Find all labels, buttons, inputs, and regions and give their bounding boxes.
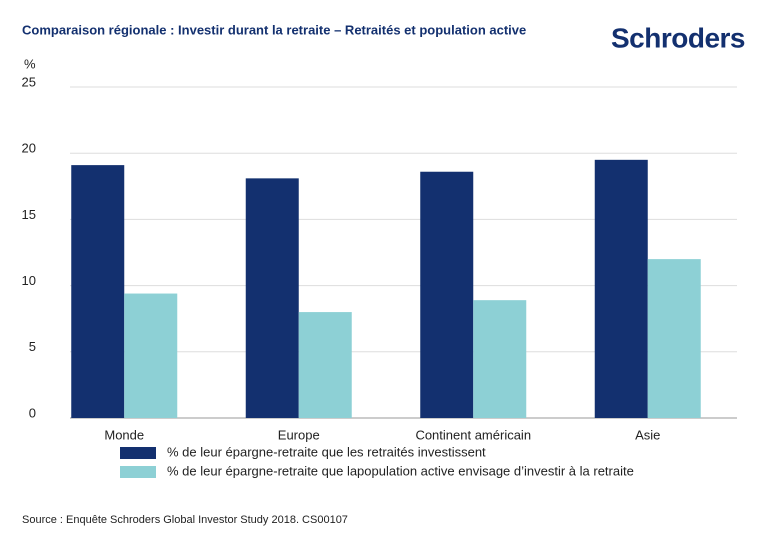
bar — [594, 159, 648, 418]
bar — [420, 171, 474, 418]
y-tick-label: 20 — [22, 141, 36, 156]
legend-swatch — [120, 447, 156, 459]
bar — [473, 300, 527, 418]
y-tick-label: 15 — [22, 207, 36, 222]
logo: Schroders — [611, 22, 745, 53]
x-tick-label: Continent américain — [415, 427, 531, 442]
legend-swatch — [120, 466, 156, 478]
x-tick-label: Monde — [104, 427, 144, 442]
bar — [124, 293, 178, 418]
bar — [298, 312, 352, 418]
bar — [71, 165, 125, 418]
x-tick-label: Europe — [278, 427, 320, 442]
bar — [245, 178, 299, 418]
x-tick-label: Asie — [635, 427, 660, 442]
legend-label: % de leur épargne-retraite que lapopulat… — [167, 463, 634, 478]
legend-label: % de leur épargne-retraite que les retra… — [167, 444, 486, 459]
y-tick-label: 10 — [22, 273, 36, 288]
y-axis-label: % — [24, 56, 36, 71]
y-tick-label: 5 — [29, 339, 36, 354]
chart-title: Comparaison régionale : Investir durant … — [22, 22, 526, 37]
y-tick-label: 25 — [22, 74, 36, 89]
y-tick-label: 0 — [29, 405, 36, 420]
bar — [647, 259, 701, 418]
source: Source : Enquête Schroders Global Invest… — [22, 514, 348, 526]
